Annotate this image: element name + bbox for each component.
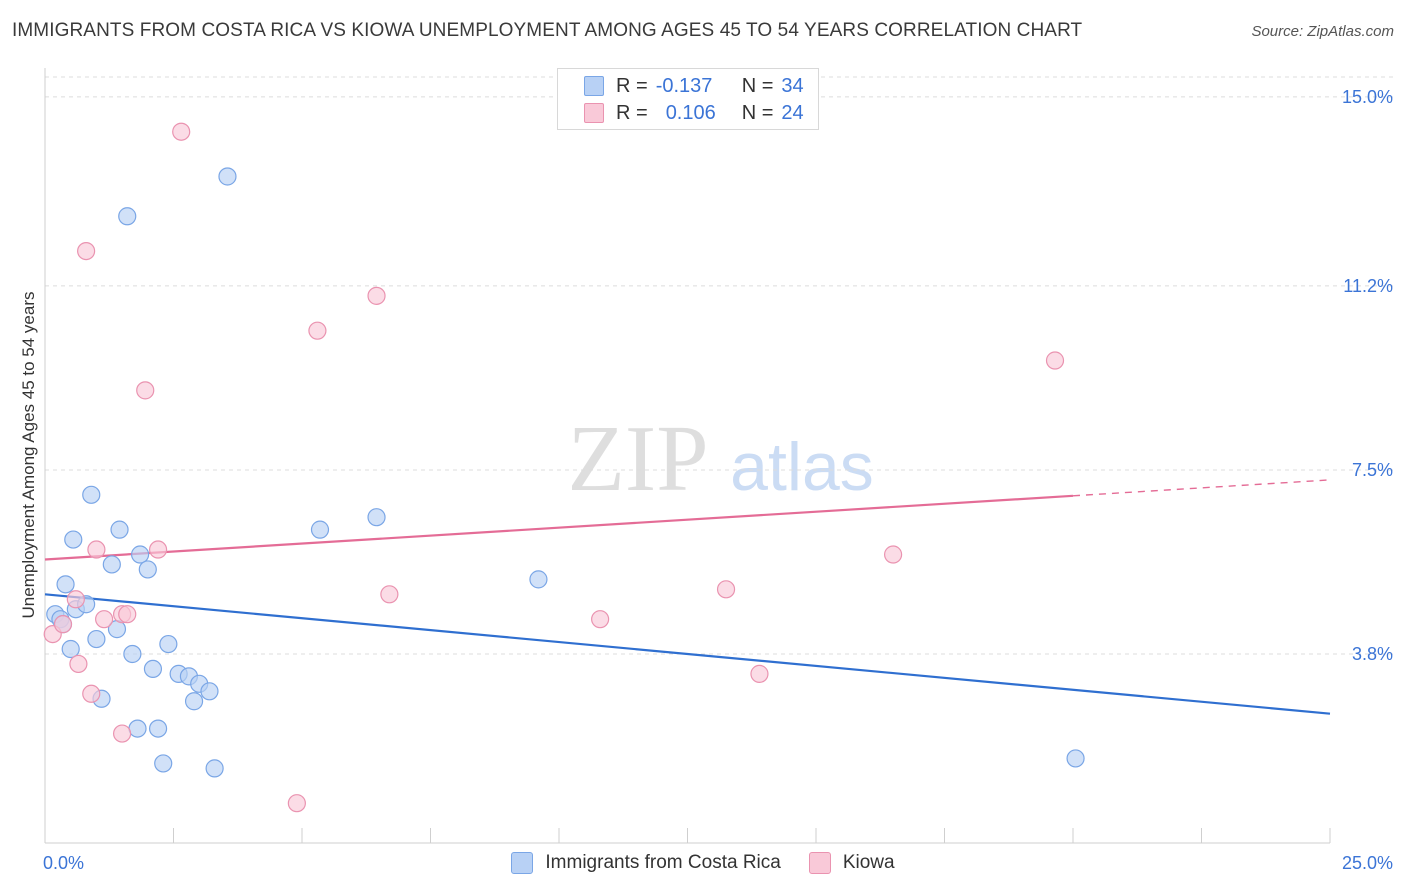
data-point <box>82 684 101 703</box>
watermark-zip: ZIP <box>568 407 709 511</box>
data-point <box>218 167 237 186</box>
data-point <box>112 724 132 743</box>
data-point <box>1066 749 1085 768</box>
data-point <box>154 754 173 773</box>
series-name: Immigrants from Costa Rica <box>545 852 781 873</box>
series-legend-costa-rica[interactable]: Immigrants from Costa Rica <box>511 852 781 874</box>
data-point <box>184 692 204 711</box>
data-point <box>143 659 163 679</box>
data-point <box>591 610 610 629</box>
data-point <box>367 286 386 305</box>
legend-n-label: N = <box>741 101 774 124</box>
legend-n-value: 24 <box>781 101 804 124</box>
tick-labels: 3.8% 7.5% 11.2% 15.0% 0.0% 25.0% <box>43 87 1393 873</box>
data-point <box>66 590 85 609</box>
data-point <box>69 654 88 674</box>
data-point <box>750 664 769 683</box>
data-points <box>43 122 1085 813</box>
series-name: Kiowa <box>842 852 895 873</box>
data-point <box>883 545 903 564</box>
data-point <box>102 555 121 574</box>
source-attribution[interactable]: Source: ZipAtlas.com <box>1251 23 1394 40</box>
legend-n-value: 34 <box>781 74 804 97</box>
series-legend: Immigrants from Costa Rica Kiowa <box>0 852 1406 874</box>
trend-line-extension <box>1072 479 1331 497</box>
legend-r-label: R = <box>616 74 648 97</box>
data-point <box>118 207 137 226</box>
y-tick-label: 7.5% <box>1352 460 1393 480</box>
data-point <box>1045 351 1065 370</box>
data-point <box>53 615 73 634</box>
y-tick-label: 11.2% <box>1343 276 1393 296</box>
trend-lines <box>44 479 1331 715</box>
data-point <box>87 540 106 559</box>
series-swatch-pink <box>808 852 831 874</box>
y-tick-label: 3.8% <box>1352 644 1393 664</box>
y-tick-label: 15.0% <box>1342 87 1393 107</box>
legend-row-kiowa: R = 0.106 N = 24 <box>584 100 804 126</box>
data-point <box>110 520 129 539</box>
axes <box>44 68 1331 844</box>
legend-swatch-blue <box>584 76 604 96</box>
x-tick-label: 25.0% <box>1342 853 1393 873</box>
legend-r-value: 0.106 <box>665 101 716 124</box>
legend-r-label: R = <box>616 101 648 124</box>
data-point <box>310 520 330 539</box>
data-point <box>61 639 80 659</box>
x-tick-label: 0.0% <box>43 853 84 873</box>
data-point <box>148 540 168 559</box>
data-point <box>148 719 168 738</box>
data-point <box>172 122 191 141</box>
watermark-atlas: atlas <box>730 429 874 505</box>
legend-row-costa-rica: R = -0.137 N = 34 <box>584 73 804 99</box>
data-point <box>64 530 83 549</box>
legend-n-label: N = <box>741 74 774 97</box>
chart-title: IMMIGRANTS FROM COSTA RICA VS KIOWA UNEM… <box>12 20 1083 41</box>
data-point <box>118 605 137 624</box>
data-point <box>130 545 150 564</box>
series-legend-kiowa[interactable]: Kiowa <box>808 852 895 874</box>
data-point <box>367 508 386 527</box>
data-point <box>136 381 155 400</box>
data-point <box>380 585 399 604</box>
data-point <box>138 560 157 579</box>
data-point <box>200 682 219 701</box>
data-point <box>308 321 327 340</box>
gridlines <box>45 76 1395 655</box>
legend-r-value: -0.137 <box>655 74 713 97</box>
data-point <box>95 610 114 629</box>
data-point <box>56 575 75 594</box>
data-point <box>123 644 142 664</box>
data-point <box>529 570 548 589</box>
series-swatch-blue <box>511 852 534 874</box>
data-point <box>77 241 96 261</box>
data-point <box>205 759 224 778</box>
data-point <box>82 485 101 504</box>
correlation-legend: R = -0.137 N = 34 R = 0.106 N = 24 <box>557 68 819 130</box>
data-point <box>716 580 736 599</box>
data-point <box>159 634 178 654</box>
data-point <box>287 794 306 813</box>
trend-line <box>44 494 1074 561</box>
data-point <box>128 719 147 738</box>
trend-line <box>44 593 1331 715</box>
data-point <box>87 629 106 649</box>
legend-swatch-pink <box>584 103 604 123</box>
